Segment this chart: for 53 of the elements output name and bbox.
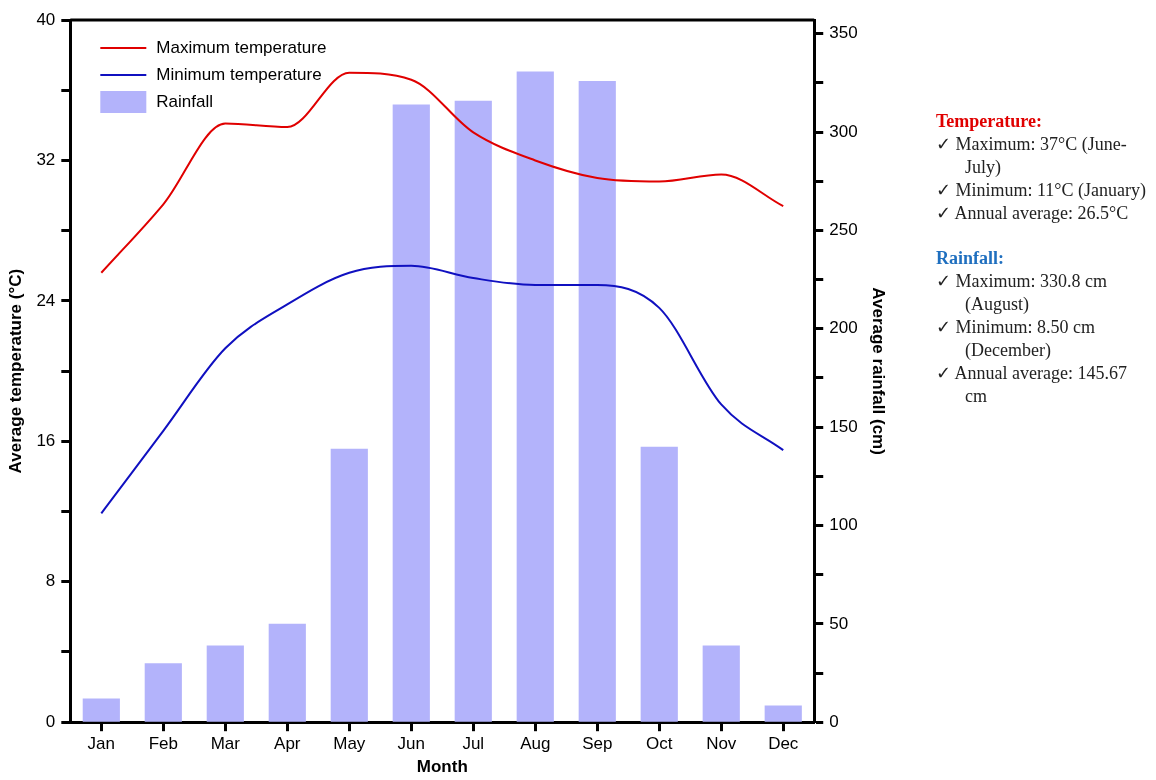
bar bbox=[516, 71, 554, 722]
legend-label: Minimum temperature bbox=[156, 64, 322, 84]
x-tick-label: Jan bbox=[87, 734, 116, 754]
x-tick-label: May bbox=[333, 734, 366, 754]
text: ✓ Maximum: 37°C (June-July) bbox=[936, 133, 1128, 179]
bar bbox=[268, 623, 306, 722]
y-tick-label: 24 bbox=[36, 290, 56, 310]
x-tick-label: Jul bbox=[462, 734, 485, 754]
line-series bbox=[100, 264, 785, 515]
y-tick-label: 32 bbox=[36, 150, 56, 170]
x-tick-label: Jun bbox=[397, 734, 425, 754]
x-tick-label: Mar bbox=[210, 734, 241, 754]
y2-tick-label: 150 bbox=[829, 416, 858, 436]
y-axis-title: Average temperature (°C) bbox=[5, 268, 25, 474]
x-tick-label: Oct bbox=[646, 734, 673, 754]
x-tick-label: Sep bbox=[582, 734, 613, 754]
y2-tick-label: 250 bbox=[829, 220, 858, 240]
x-axis-title: Month bbox=[416, 757, 468, 777]
bar bbox=[454, 100, 492, 722]
text: ✓ Minimum: 11°C (January) bbox=[936, 179, 1147, 202]
bar bbox=[206, 645, 244, 722]
y2-tick-label: 0 bbox=[829, 711, 839, 731]
y2-tick-label: 100 bbox=[829, 515, 858, 535]
x-tick-label: Nov bbox=[706, 734, 737, 754]
bar bbox=[764, 705, 802, 722]
x-tick-label: Aug bbox=[520, 734, 551, 754]
bar bbox=[392, 104, 430, 722]
bar bbox=[702, 645, 740, 722]
y2-tick-label: 50 bbox=[829, 613, 849, 633]
text: Temperature: bbox=[936, 110, 1043, 133]
text: ✓ Annual average: 145.67 cm bbox=[936, 362, 1128, 408]
y-tick-label: 8 bbox=[45, 571, 56, 591]
y-tick-label: 40 bbox=[36, 9, 56, 29]
text: ✓ Maximum: 330.8 cm (August) bbox=[936, 270, 1108, 316]
y2-tick-label: 300 bbox=[829, 121, 858, 141]
x-tick-label: Feb bbox=[148, 734, 178, 754]
bar bbox=[640, 446, 678, 722]
x-tick-label: Dec bbox=[768, 734, 799, 754]
y2-tick-label: 350 bbox=[829, 23, 858, 43]
bar bbox=[144, 663, 182, 722]
text: Rainfall: bbox=[936, 247, 1005, 270]
y2-axis-title: Average rainfall (cm) bbox=[869, 287, 889, 455]
legend-label: Maximum temperature bbox=[156, 37, 327, 57]
x-tick-label: Apr bbox=[274, 734, 301, 754]
bar bbox=[82, 698, 120, 722]
text: ✓ Annual average: 26.5°C bbox=[936, 202, 1130, 225]
bar bbox=[578, 80, 616, 722]
y-tick-label: 0 bbox=[45, 711, 56, 731]
bar bbox=[330, 448, 368, 722]
y2-tick-label: 200 bbox=[829, 318, 858, 338]
legend-label: Rainfall bbox=[156, 91, 214, 111]
y-tick-label: 16 bbox=[36, 431, 56, 451]
text: ✓ Minimum: 8.50 cm (December) bbox=[936, 316, 1096, 362]
